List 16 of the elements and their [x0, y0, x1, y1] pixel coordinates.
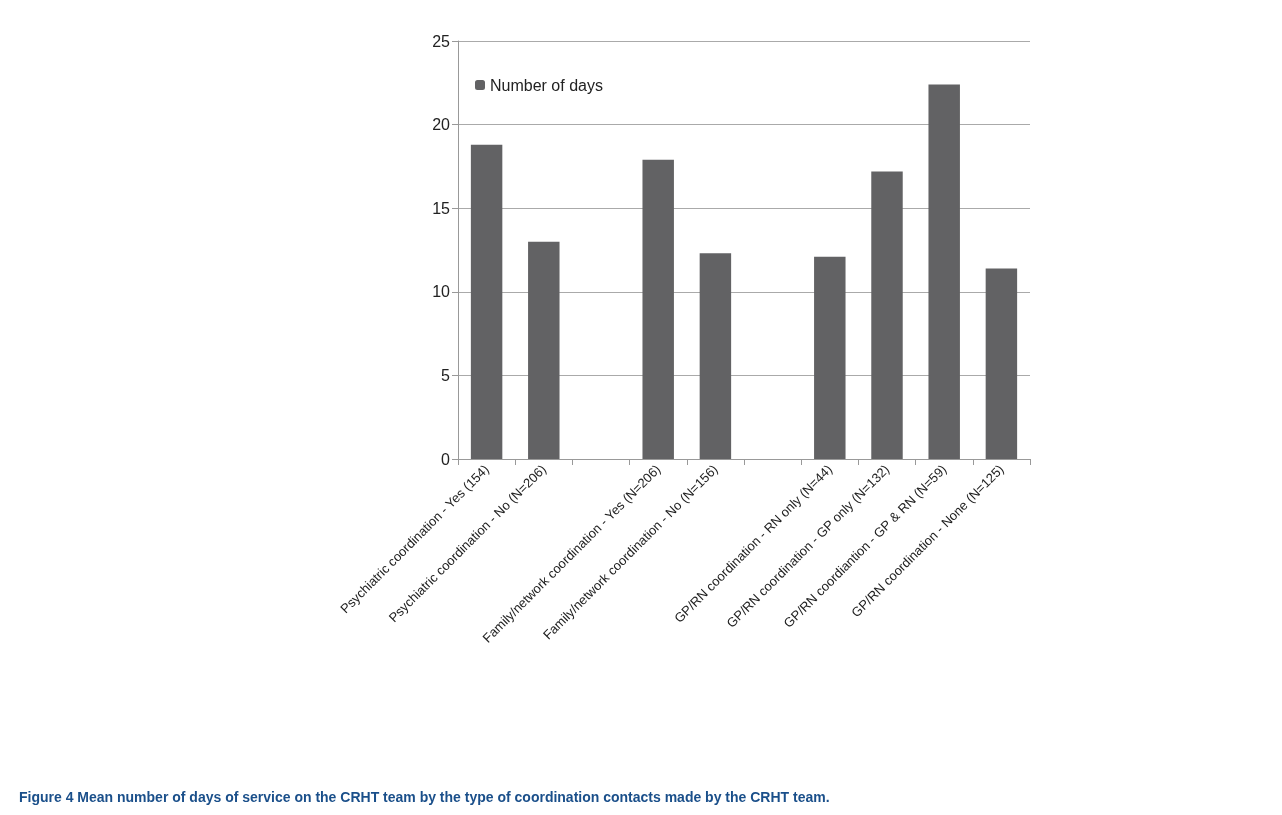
bar	[699, 253, 732, 459]
y-tick-label: 0	[441, 450, 451, 468]
bar	[470, 144, 503, 459]
bar	[814, 256, 846, 459]
bar	[985, 268, 1018, 459]
y-tick-label: 20	[432, 116, 451, 134]
text: Figure 4 Mean number of days of service on the CRHT team by the type of coordination contacts made by the CRHT team.	[19, 789, 830, 805]
bar	[528, 241, 560, 459]
y-tick-label: 10	[432, 283, 451, 301]
y-tick-label: 15	[432, 199, 451, 217]
bar	[928, 84, 960, 459]
legend-label: Number of days	[490, 76, 603, 94]
bar	[642, 159, 674, 459]
bar	[871, 171, 903, 459]
y-tick-label: 5	[441, 366, 451, 384]
y-tick-label: 25	[432, 32, 451, 50]
